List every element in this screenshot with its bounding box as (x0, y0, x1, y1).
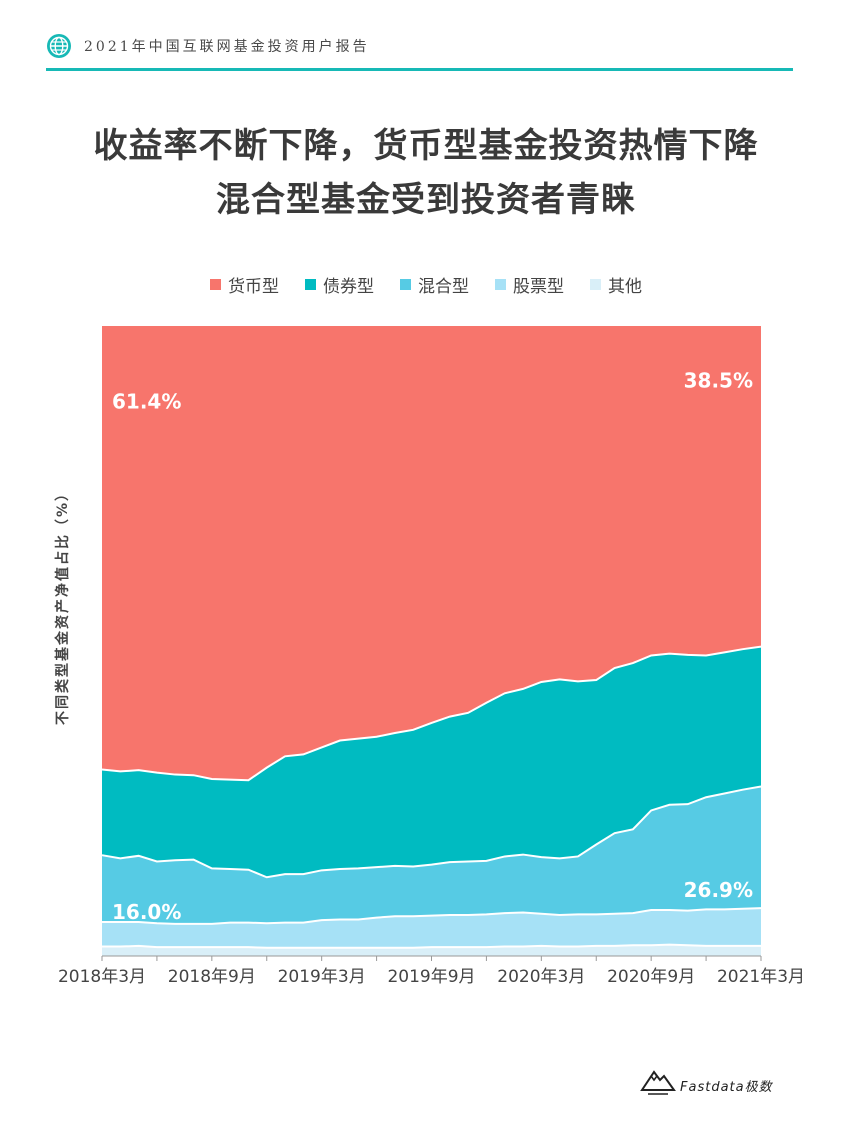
chart-legend: 货币型 债券型 混合型 股票型 其他 (0, 272, 852, 297)
legend-item-other: 其他 (590, 272, 642, 297)
legend-swatch-bond (305, 279, 316, 290)
series-boundary-line-1 (102, 907, 762, 925)
report-header: 2021年中国互联网基金投资用户报告 (46, 30, 793, 72)
x-tick-label: 2021年3月 (717, 967, 805, 987)
header-divider (46, 68, 793, 71)
brand-name: Fastdata极数 (680, 1080, 773, 1095)
area-series-0 (102, 944, 761, 956)
series-boundary-line-2 (101, 785, 762, 879)
legend-swatch-mixed (400, 279, 411, 290)
legend-swatch-money (210, 279, 221, 290)
legend-label-bond: 债券型 (323, 277, 374, 297)
legend-swatch-stock (495, 279, 506, 290)
page-title-line2: 混合型基金受到投资者青睐 (216, 180, 636, 220)
series-boundary-line-3 (101, 645, 762, 782)
legend-item-money: 货币型 (210, 272, 279, 297)
footer-brand: Fastdata极数 (636, 1064, 806, 1104)
data-label-3: 26.9% (684, 878, 753, 902)
x-tick-label: 2020年3月 (497, 967, 585, 987)
page-title-line1: 收益率不断下降，货币型基金投资热情下降 (93, 126, 759, 166)
area-series-2 (102, 786, 761, 924)
area-series-4 (102, 326, 761, 781)
legend-label-stock: 股票型 (513, 277, 564, 297)
series-boundary-line-0 (102, 943, 761, 949)
x-tick-label: 2018年9月 (168, 967, 256, 987)
legend-item-bond: 债券型 (305, 272, 374, 297)
mountain-logo-icon (640, 1070, 676, 1095)
x-tick-label: 2019年3月 (278, 967, 366, 987)
x-tick-label: 2020年9月 (607, 967, 695, 987)
data-label-2: 16.0% (112, 900, 181, 924)
globe-icon (47, 34, 71, 58)
data-label-1: 38.5% (684, 369, 753, 393)
legend-label-money: 货币型 (228, 277, 279, 297)
legend-item-stock: 股票型 (495, 272, 564, 297)
legend-label-mixed: 混合型 (418, 277, 469, 297)
x-tick-label: 2019年9月 (387, 967, 475, 987)
legend-label-other: 其他 (608, 277, 642, 297)
data-label-0: 61.4% (112, 389, 181, 413)
legend-item-mixed: 混合型 (400, 272, 469, 297)
area-series-3 (102, 646, 761, 878)
area-series-1 (102, 908, 761, 948)
report-title: 2021年中国互联网基金投资用户报告 (84, 39, 370, 55)
x-tick-label: 2018年3月 (58, 967, 146, 987)
legend-swatch-other (590, 279, 601, 290)
